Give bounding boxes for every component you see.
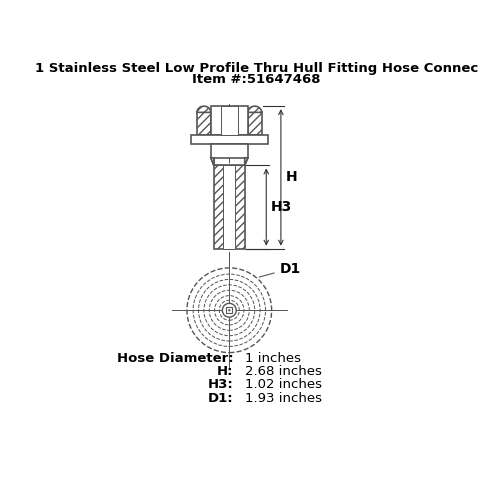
Text: Hose Diameter:: Hose Diameter: bbox=[116, 352, 233, 366]
Text: H: H bbox=[286, 170, 297, 184]
Polygon shape bbox=[191, 136, 268, 144]
Polygon shape bbox=[211, 144, 248, 158]
Text: H3: H3 bbox=[271, 200, 292, 214]
Polygon shape bbox=[221, 106, 238, 136]
Text: 1 inches: 1 inches bbox=[244, 352, 300, 366]
Polygon shape bbox=[211, 106, 248, 136]
Text: D1: D1 bbox=[259, 262, 301, 277]
Polygon shape bbox=[214, 166, 244, 248]
Polygon shape bbox=[248, 106, 262, 112]
Circle shape bbox=[222, 304, 236, 317]
Text: H:: H: bbox=[216, 366, 233, 378]
Polygon shape bbox=[223, 166, 235, 248]
Polygon shape bbox=[248, 112, 262, 136]
Text: D1:: D1: bbox=[208, 392, 233, 404]
Polygon shape bbox=[197, 106, 211, 112]
Text: Item #:51647468: Item #:51647468 bbox=[192, 73, 320, 86]
Polygon shape bbox=[211, 158, 214, 166]
Text: 1.93 inches: 1.93 inches bbox=[244, 392, 322, 404]
Polygon shape bbox=[197, 112, 211, 136]
Text: 1 Stainless Steel Low Profile Thru Hull Fitting Hose Connec: 1 Stainless Steel Low Profile Thru Hull … bbox=[34, 62, 478, 76]
Text: 2.68 inches: 2.68 inches bbox=[244, 366, 322, 378]
Circle shape bbox=[228, 309, 230, 312]
Text: H3:: H3: bbox=[208, 378, 233, 392]
Polygon shape bbox=[244, 158, 248, 166]
Text: 1.02 inches: 1.02 inches bbox=[244, 378, 322, 392]
